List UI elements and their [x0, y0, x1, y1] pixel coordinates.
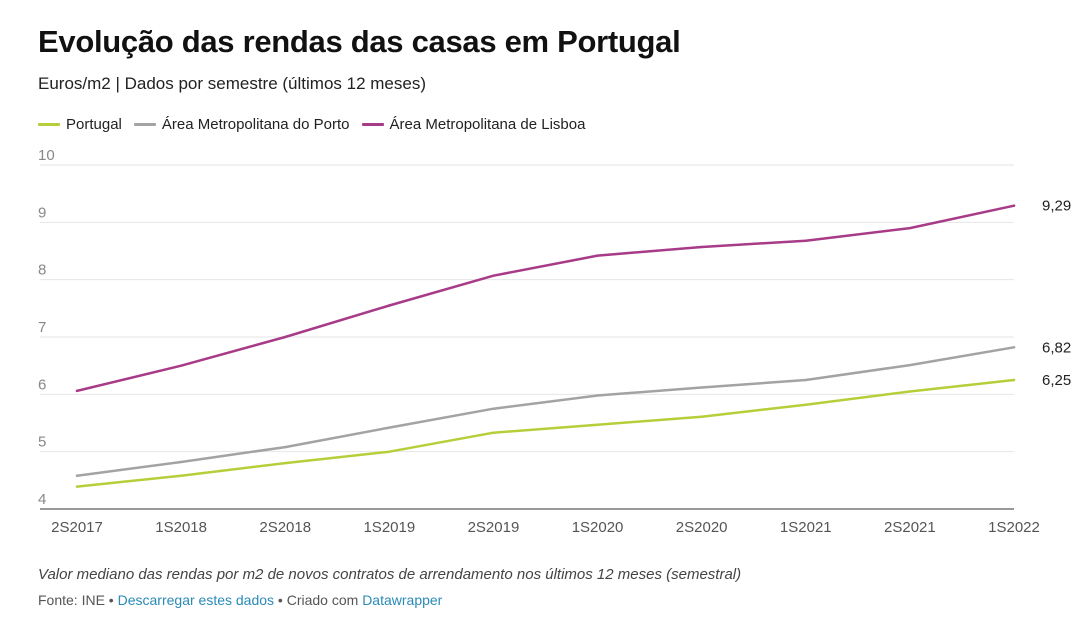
data-point-area-metropolitana-de-lisboa-2s2019: [492, 274, 495, 277]
data-point-portugal-1s2019: [388, 450, 391, 453]
download-data-link[interactable]: Descarregar estes dados: [117, 592, 275, 608]
x-tick-label-2s2017: 2S2017: [51, 519, 103, 536]
x-tick-label-1s2020: 1S2020: [572, 519, 624, 536]
data-point-portugal-1s2018: [179, 474, 183, 477]
data-point-area-metropolitana-do-porto-2s2018: [284, 445, 287, 449]
data-point-portugal-2s2018: [284, 461, 287, 465]
data-point-portugal-2s2020: [700, 415, 703, 418]
data-point-portugal-2s2017: [75, 485, 79, 488]
series-line-area-metropolitana-de-lisboa: [75, 204, 1016, 393]
datawrapper-link[interactable]: Datawrapper: [362, 592, 443, 608]
y-tick-label-7: 7: [38, 319, 46, 336]
legend-swatch-portugal: [38, 123, 60, 126]
end-label-area-metropolitana-do-porto: 6,82: [1042, 339, 1071, 356]
data-point-area-metropolitana-do-porto-2s2019: [492, 407, 495, 410]
y-tick-label-9: 9: [38, 204, 46, 221]
x-tick-label-2s2019: 2S2019: [468, 519, 520, 536]
series-line-portugal: [75, 378, 1016, 488]
end-label-portugal: 6,25: [1042, 372, 1071, 389]
x-tick-label-1s2022: 1S2022: [988, 519, 1040, 536]
legend-label-lisboa: Área Metropolitana de Lisboa: [389, 116, 586, 133]
line-chart: 4 5 6 7 8 9 10 2S2017 1S2018 2S2018 1S2019 2S2019 1S…: [38, 147, 1071, 536]
data-point-portugal-2s2019: [492, 431, 495, 434]
data-point-portugal-1s2022: [1012, 378, 1016, 382]
data-point-area-metropolitana-de-lisboa-1s2020: [596, 254, 599, 257]
series-line-area-metropolitana-do-porto: [75, 346, 1016, 477]
legend-label-portugal: Portugal: [66, 116, 122, 133]
y-tick-label-10: 10: [38, 147, 55, 164]
data-point-area-metropolitana-do-porto-1s2021: [804, 378, 807, 382]
data-point-area-metropolitana-do-porto-1s2020: [596, 394, 599, 397]
legend-item-portugal: Portugal: [38, 116, 122, 133]
chart-title: Evolução das rendas das casas em Portuga…: [38, 24, 681, 59]
legend-item-porto: Área Metropolitana do Porto: [133, 116, 350, 133]
chart-source: Fonte: INE • Descarregar estes dados • C…: [38, 592, 442, 608]
y-tick-label-6: 6: [38, 376, 46, 393]
data-point-portugal-1s2020: [596, 423, 599, 426]
legend-swatch-lisboa: [361, 123, 384, 126]
legend-item-lisboa: Área Metropolitana de Lisboa: [361, 116, 586, 133]
data-point-area-metropolitana-do-porto-2s2020: [700, 386, 703, 389]
chart-note: Valor mediano das rendas por m2 de novos…: [38, 566, 742, 583]
data-point-area-metropolitana-de-lisboa-1s2018: [179, 364, 183, 367]
x-tick-label-1s2021: 1S2021: [780, 519, 832, 536]
x-tick-label-2s2021: 2S2021: [884, 519, 936, 536]
y-tick-label-8: 8: [38, 262, 46, 279]
x-tick-label-2s2018: 2S2018: [259, 519, 311, 536]
data-point-area-metropolitana-de-lisboa-1s2021: [804, 239, 807, 242]
data-point-area-metropolitana-do-porto-1s2022: [1012, 346, 1016, 349]
chart-legend: Portugal Área Metropolitana do Porto Áre…: [38, 116, 597, 133]
data-point-area-metropolitana-do-porto-2s2017: [75, 474, 79, 477]
y-tick-label-4: 4: [38, 491, 46, 508]
chart-subtitle: Euros/m2 | Dados por semestre (últimos 1…: [38, 74, 426, 93]
source-text: Fonte: INE •: [38, 592, 118, 608]
data-point-area-metropolitana-de-lisboa-2s2021: [908, 226, 912, 230]
x-tick-label-1s2019: 1S2019: [363, 519, 415, 536]
data-point-area-metropolitana-de-lisboa-1s2022: [1012, 204, 1016, 207]
x-tick-label-2s2020: 2S2020: [676, 519, 728, 536]
legend-swatch-porto: [133, 123, 156, 126]
data-point-portugal-1s2021: [804, 403, 807, 406]
data-point-area-metropolitana-de-lisboa-1s2019: [388, 304, 391, 307]
legend-label-porto: Área Metropolitana do Porto: [161, 116, 350, 133]
y-tick-label-5: 5: [38, 434, 46, 451]
created-with-text: • Criado com: [274, 592, 363, 608]
data-point-portugal-2s2021: [908, 390, 912, 393]
end-label-area-metropolitana-de-lisboa: 9,29: [1042, 198, 1071, 215]
data-point-area-metropolitana-do-porto-2s2021: [908, 363, 912, 367]
data-point-area-metropolitana-de-lisboa-2s2020: [700, 245, 703, 249]
x-tick-label-1s2018: 1S2018: [155, 519, 207, 536]
data-point-area-metropolitana-do-porto-1s2018: [179, 460, 183, 464]
data-point-area-metropolitana-de-lisboa-2s2017: [75, 389, 79, 393]
data-point-area-metropolitana-de-lisboa-2s2018: [284, 335, 287, 339]
data-point-area-metropolitana-do-porto-1s2019: [388, 426, 391, 429]
